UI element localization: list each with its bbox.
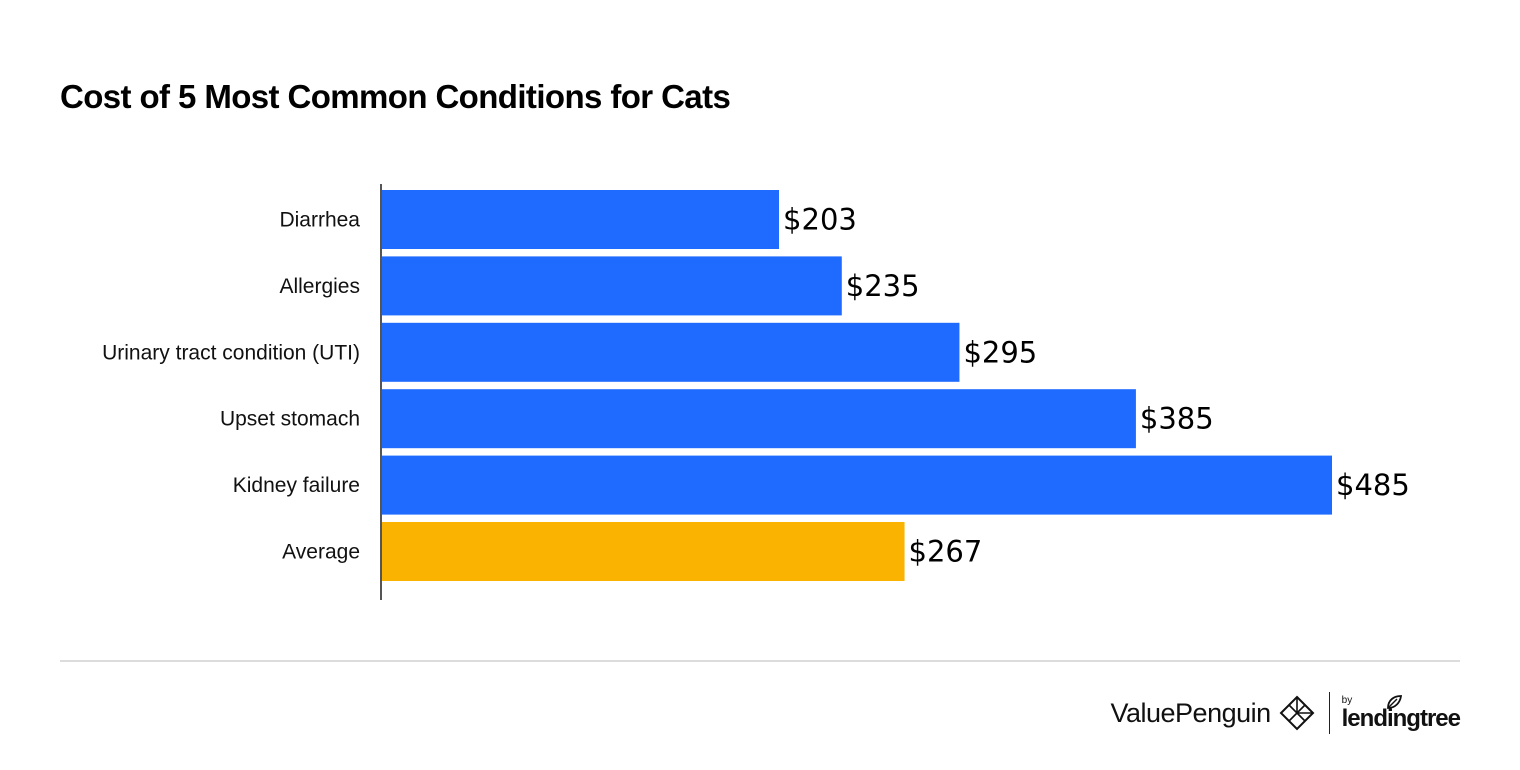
bar-upset-stomach [381, 389, 1136, 449]
category-label: Upset stomach [220, 408, 360, 431]
valuepenguin-diamond-icon [1279, 695, 1315, 731]
bar-average [381, 522, 905, 581]
bar-kidney-failure [381, 455, 1332, 515]
category-label: Kidney failure [233, 474, 360, 497]
value-label: $235 [846, 269, 920, 303]
value-labels-layer: $203 $235 $295 $385 $485 $267 [783, 203, 1410, 569]
footer-separator [1328, 692, 1330, 734]
value-label: $295 [963, 335, 1037, 369]
bar-chart: Diarrhea Allergies Urinary tract condition… [102, 184, 1410, 600]
valuepenguin-logo-text: ValuePenguin [1110, 697, 1272, 728]
lendingtree-logo: by lendingtree [1341, 694, 1461, 732]
value-label: $385 [1140, 402, 1214, 436]
bar-diarrhea [381, 190, 780, 249]
bar-urinary-tract-condition-uti [381, 322, 960, 382]
category-label: Diarrhea [279, 209, 360, 232]
category-label: Average [282, 541, 360, 564]
bar-allergies [381, 256, 842, 316]
lendingtree-by-text: by [1341, 694, 1353, 706]
category-labels-layer: Diarrhea Allergies Urinary tract condition… [102, 209, 360, 564]
lendingtree-logo-text: lendingtree [1341, 704, 1461, 732]
bars-layer [381, 190, 1332, 581]
value-label: $203 [783, 203, 857, 237]
category-label: Urinary tract condition (UTI) [102, 341, 360, 364]
category-label: Allergies [279, 275, 360, 298]
value-label: $267 [909, 535, 983, 569]
footer-logos: ValuePenguin by lendingtree [1111, 688, 1461, 738]
lendingtree-leaf-icon [1386, 694, 1402, 715]
chart-title: Cost of 5 Most Common Conditions for Cat… [60, 78, 731, 115]
value-label: $485 [1336, 468, 1410, 502]
footer-divider [60, 660, 1460, 662]
